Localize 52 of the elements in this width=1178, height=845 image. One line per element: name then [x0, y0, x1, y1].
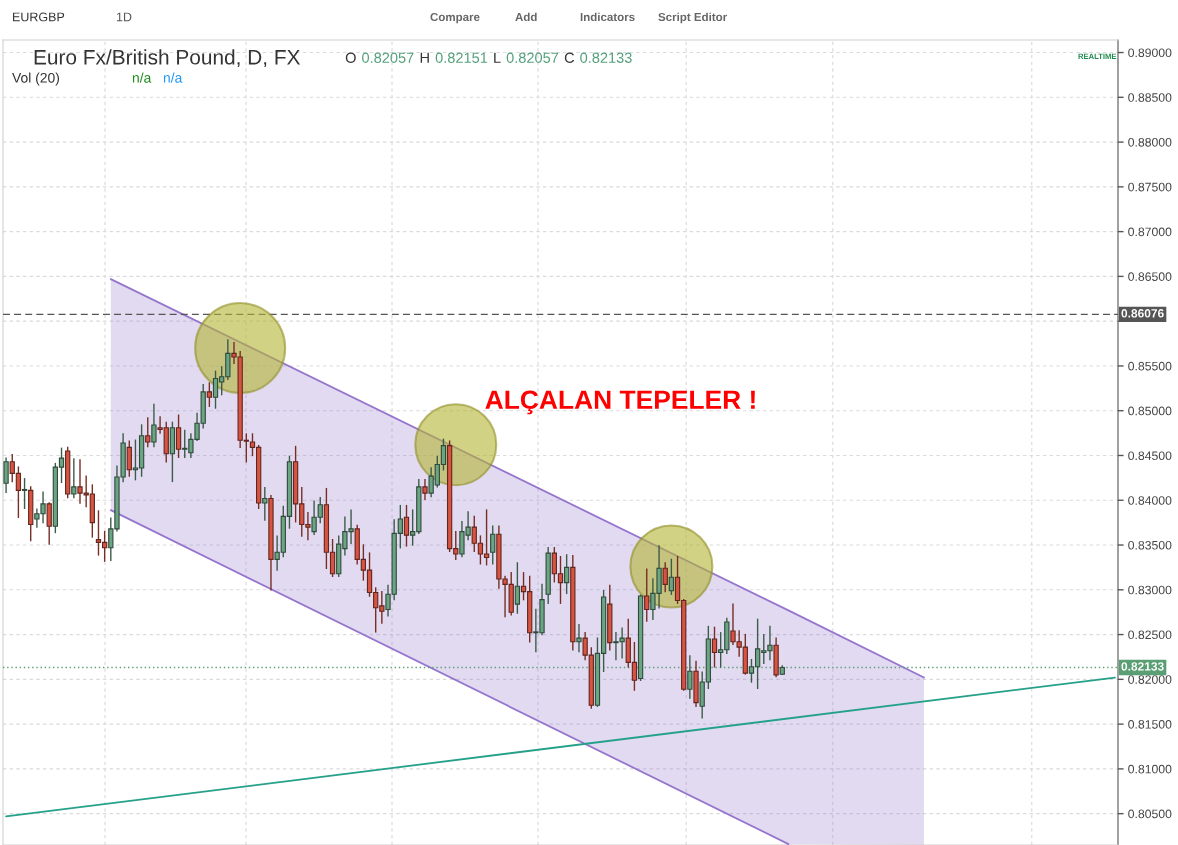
text: O 0.82057 H 0.82151 L 0.82057 C 0.82133: [345, 52, 632, 63]
y-tick-label: 0.83500: [1128, 540, 1172, 550]
ref-line-label: 0.82133: [1121, 662, 1164, 671]
y-tick-label: 0.86500: [1128, 272, 1172, 281]
candlestick: [46, 502, 52, 545]
candlestick: [126, 440, 132, 477]
y-tick-label: 0.82000: [1128, 675, 1172, 684]
annotation: n/a: [132, 72, 152, 83]
y-tick-label: 0.89000: [1128, 48, 1172, 58]
annotation: Vol (20): [12, 72, 60, 86]
text: Script Editor: [658, 12, 727, 24]
candlestick: [151, 403, 157, 448]
y-tick-label: 0.84000: [1128, 496, 1172, 505]
candlestick: [490, 525, 496, 565]
candlestick: [262, 487, 268, 521]
y-tick-label: 0.87500: [1128, 182, 1172, 192]
candlestick: [576, 624, 582, 653]
candlestick: [175, 414, 182, 458]
candlestick: [422, 478, 428, 501]
text: Compare: [430, 12, 480, 24]
y-tick-label: 0.81500: [1128, 720, 1172, 729]
candlestick: [564, 554, 570, 595]
text: EURGBP: [13, 12, 65, 22]
y-tick-label: 0.84500: [1128, 451, 1172, 461]
y-tick-label: 0.83000: [1128, 585, 1172, 595]
annotation: n/a: [163, 72, 183, 83]
chart-title: Euro Fx/British Pound, D, FX: [34, 49, 301, 68]
ref-line-label: 0.86076: [1121, 309, 1164, 318]
candlestick: [644, 568, 650, 622]
candlestick: [514, 562, 521, 614]
y-tick-label: 0.88500: [1128, 93, 1172, 102]
annotation: ALÇALAN TEPELER !: [485, 390, 755, 415]
candlestick: [206, 382, 213, 407]
y-tick-label: 0.80500: [1128, 809, 1172, 819]
candlestick: [711, 626, 718, 668]
y-tick-label: 0.81000: [1128, 764, 1172, 774]
candlestick: [662, 562, 668, 593]
y-tick-label: 0.85000: [1128, 406, 1172, 416]
candlestick: [21, 478, 28, 510]
text: Indicators: [580, 12, 635, 22]
candlestick: [687, 655, 693, 699]
y-tick-label: 0.85500: [1128, 361, 1172, 371]
candlestick: [403, 504, 410, 547]
text: Add: [515, 12, 537, 22]
text: 1D: [116, 12, 132, 22]
y-tick-label: 0.87000: [1128, 227, 1172, 237]
candlestick: [668, 558, 675, 595]
y-tick-label: 0.82500: [1128, 630, 1172, 640]
y-tick-label: 0.88000: [1128, 137, 1172, 147]
candlestick: [145, 417, 151, 448]
candlestick: [71, 458, 77, 499]
candlestick: [3, 457, 9, 493]
